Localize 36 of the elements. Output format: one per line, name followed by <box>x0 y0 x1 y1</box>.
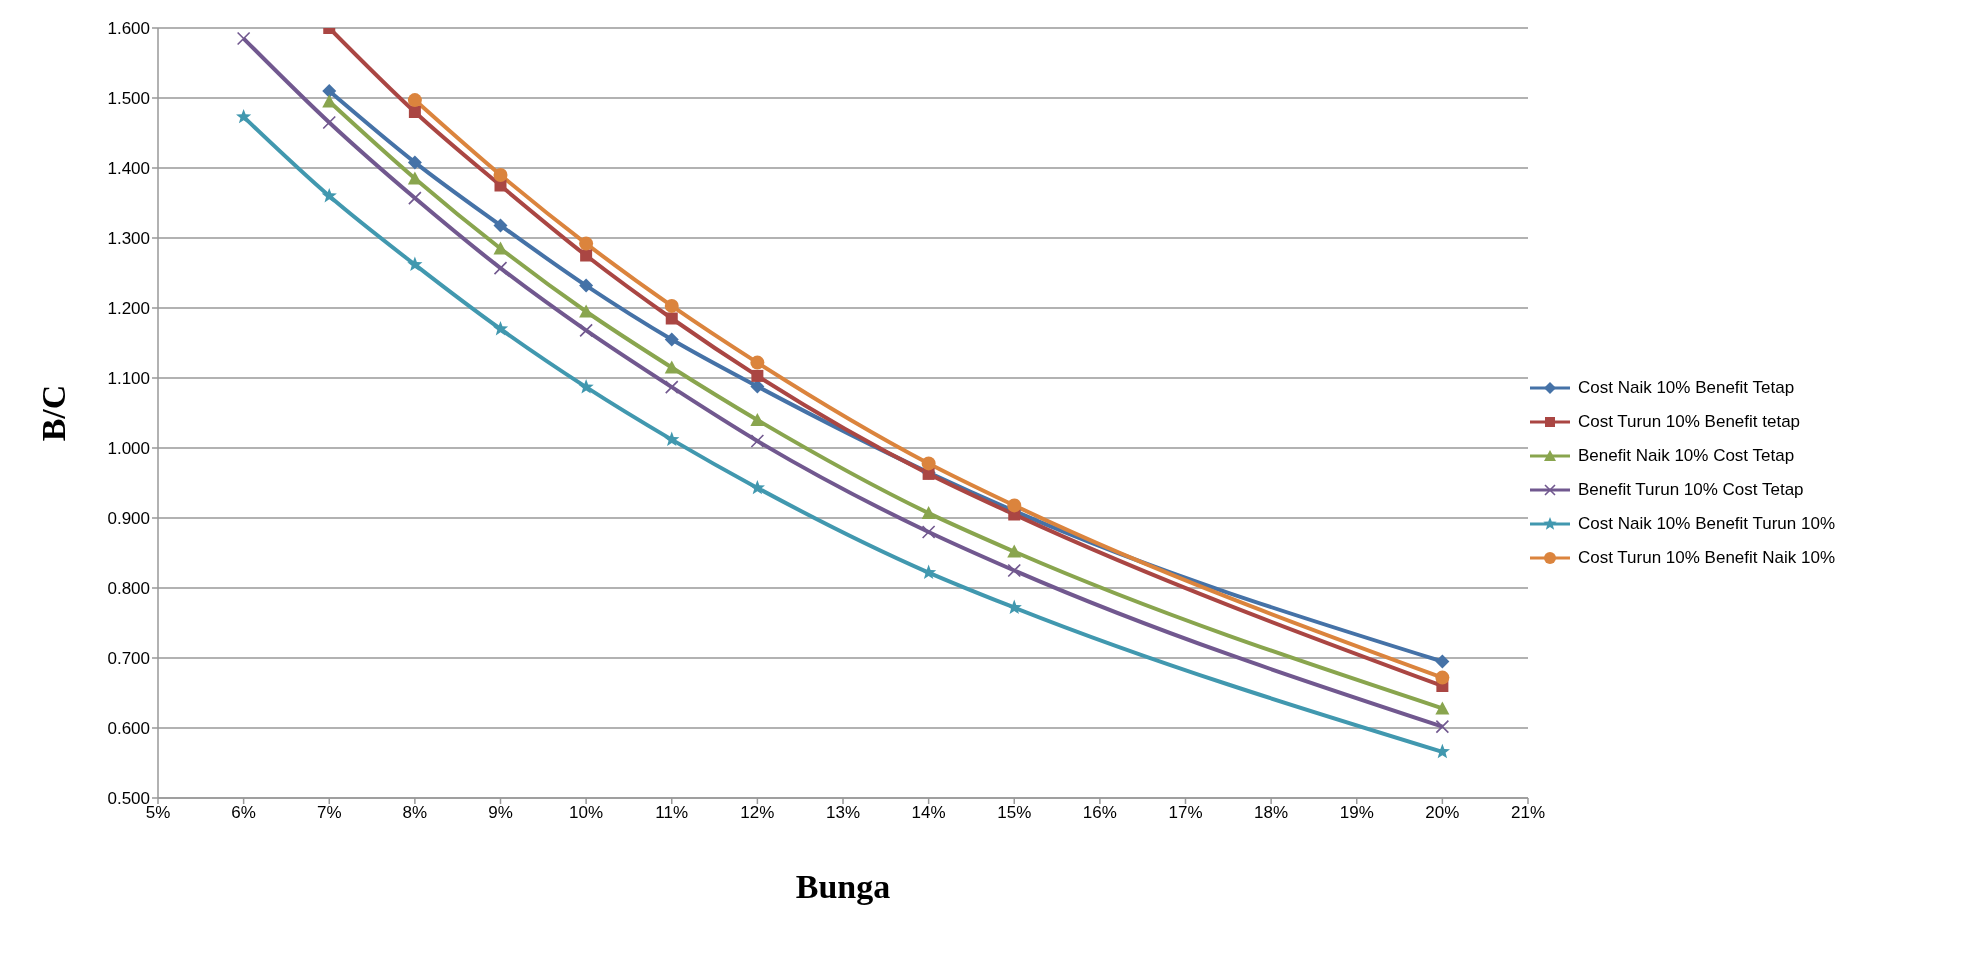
y-tick-label: 1.500 <box>107 89 150 109</box>
x-tick-label: 12% <box>740 803 775 823</box>
x-tick-label: 20% <box>1425 803 1460 823</box>
x-tick-label: 16% <box>1082 803 1117 823</box>
x-tick-label: 6% <box>231 803 256 823</box>
legend-label: Cost Naik 10% Benefit Tetap <box>1578 378 1795 398</box>
x-tick-label: 19% <box>1339 803 1374 823</box>
y-tick-label: 1.100 <box>107 369 150 389</box>
legend-label: Cost Turun 10% Benefit Naik 10% <box>1578 548 1836 568</box>
x-tick-label: 5% <box>145 803 171 823</box>
x-tick-label: 21% <box>1510 803 1546 823</box>
x-tick-label: 14% <box>911 803 946 823</box>
legend-label: Cost Turun 10% Benefit tetap <box>1578 412 1801 432</box>
y-tick-label: 0.700 <box>107 649 150 669</box>
y-tick-label: 1.400 <box>107 159 150 179</box>
y-axis-title: B/C <box>35 384 73 442</box>
y-tick-label: 1.600 <box>107 19 150 39</box>
x-tick-label: 17% <box>1168 803 1203 823</box>
x-tick-label: 9% <box>488 803 513 823</box>
x-tick-label: 18% <box>1254 803 1289 823</box>
y-tick-label: 1.200 <box>107 299 150 319</box>
x-tick-label: 7% <box>316 803 342 823</box>
legend-label: Cost Naik 10% Benefit Turun 10% <box>1578 514 1836 534</box>
y-tick-label: 1.000 <box>107 439 150 459</box>
x-axis-title: Bunga <box>795 868 891 905</box>
x-tick-label: 8% <box>402 803 428 823</box>
legend-label: Benefit Turun 10% Cost Tetap <box>1578 480 1804 500</box>
legend-label: Benefit Naik 10% Cost Tetap <box>1578 446 1795 466</box>
y-tick-label: 1.300 <box>107 229 150 249</box>
y-tick-label: 0.900 <box>107 509 150 529</box>
x-tick-label: 10% <box>569 803 604 823</box>
y-tick-label: 0.800 <box>107 579 150 599</box>
x-tick-label: 11% <box>655 803 689 823</box>
y-tick-label: 0.600 <box>107 719 150 739</box>
x-tick-label: 13% <box>825 803 861 823</box>
x-tick-label: 15% <box>997 803 1032 823</box>
